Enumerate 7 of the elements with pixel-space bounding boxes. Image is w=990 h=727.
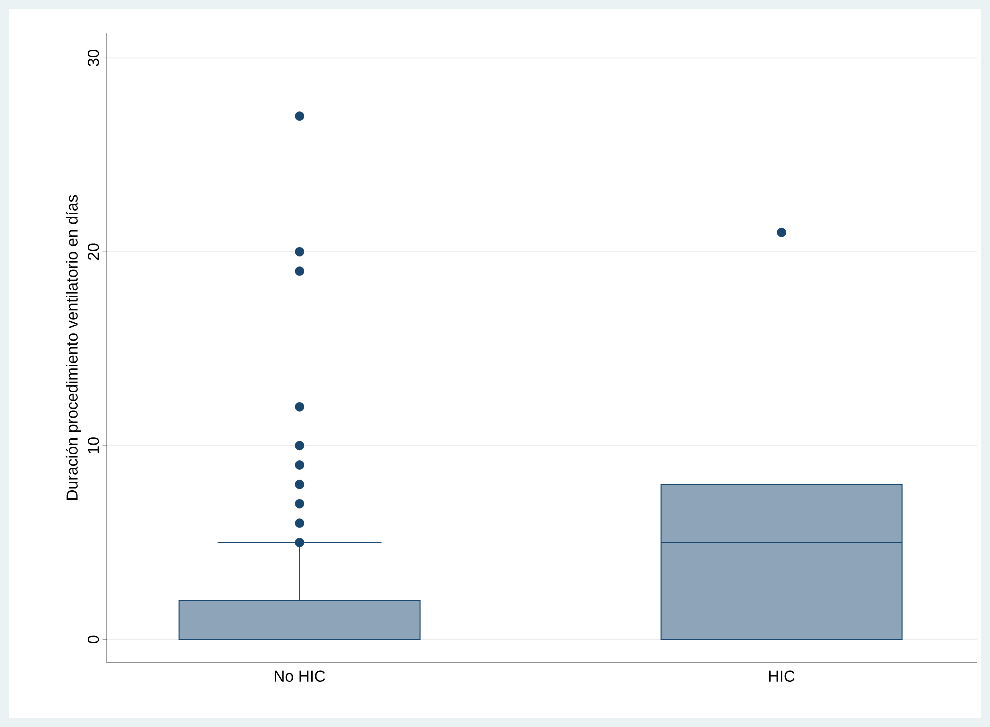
x-tick-label: HIC <box>769 670 795 682</box>
y-tick-label: 20 <box>88 244 100 260</box>
y-tick-label: 30 <box>88 50 100 66</box>
x-tick-label: No HIC <box>274 670 326 682</box>
y-tick-label: 10 <box>88 438 100 454</box>
y-axis-title: Duración procedimiento ventilatorio en días <box>66 195 82 500</box>
y-tick-label: 0 <box>88 636 100 644</box>
